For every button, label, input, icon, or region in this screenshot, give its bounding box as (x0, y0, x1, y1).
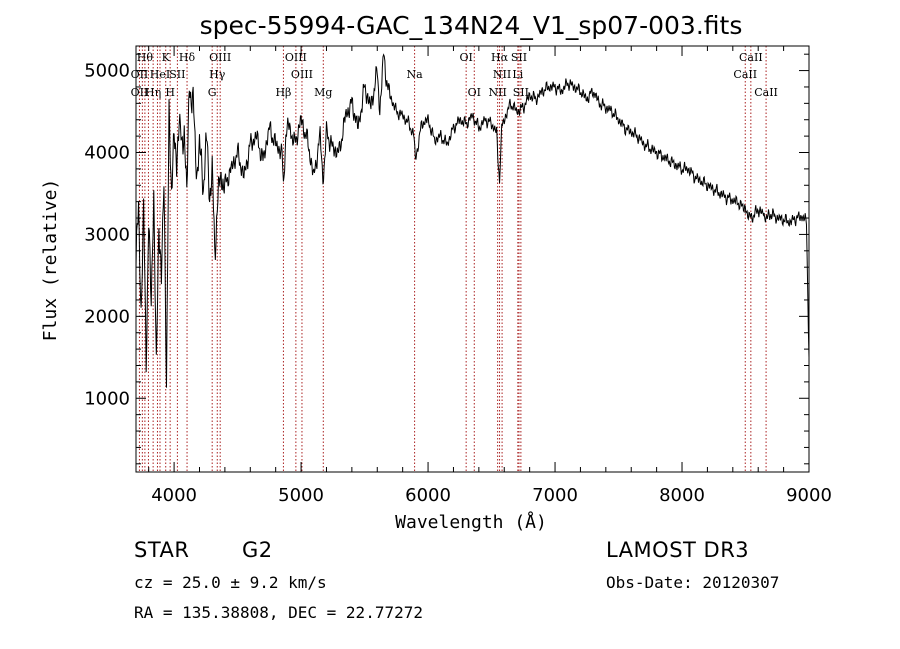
line-label: SII (511, 51, 527, 64)
spectrum-layer (135, 53, 810, 388)
line-label: OI (468, 86, 481, 99)
line-label: NII (493, 68, 511, 81)
axes-layer: 4000 5000 6000 7000 8000 9000 1000 2000 3000 4000… (84, 45, 832, 506)
y-tick-label: 4000 (84, 143, 130, 164)
x-tick-label: 6000 (405, 485, 451, 506)
line-label: CaII (754, 86, 778, 99)
line-label: K (162, 51, 171, 64)
line-label: H (165, 86, 175, 99)
line-label: G (208, 86, 217, 99)
y-axis-label: Flux (relative) (40, 179, 61, 342)
obs-date: Obs-Date: 20120307 (606, 573, 780, 592)
line-label: OII (131, 86, 149, 99)
coordinates: RA = 135.38808, DEC = 22.77272 (134, 603, 423, 622)
line-label: OIII (285, 51, 307, 64)
survey-name: LAMOST DR3 (606, 538, 750, 562)
x-tick-label: 5000 (278, 485, 324, 506)
line-label: HeI (150, 68, 170, 81)
spectrum-line (135, 53, 810, 388)
line-label: CaII (733, 68, 757, 81)
line-label: Hα (491, 51, 509, 64)
line-label: Mg (314, 86, 332, 99)
line-label: OI (459, 51, 472, 64)
line-label: CaII (739, 51, 763, 64)
x-tick-label: 9000 (786, 485, 832, 506)
subclass: G2 (242, 538, 273, 562)
line-label: Hθ (137, 51, 154, 64)
redshift-value: cz = 25.0 ± 9.2 km/s (134, 573, 327, 592)
line-label: Hγ (209, 68, 226, 81)
line-label: Na (407, 68, 424, 81)
x-tick-label: 7000 (532, 485, 578, 506)
y-tick-label: 3000 (84, 224, 130, 245)
object-class: STAR (134, 538, 190, 562)
line-label: Hδ (179, 51, 196, 64)
x-tick-label: 8000 (659, 485, 705, 506)
line-label: SII (513, 86, 529, 99)
x-axis-label: Wavelength (Å) (395, 511, 547, 533)
line-label: Hβ (275, 86, 291, 99)
x-tick-label: 4000 (151, 485, 197, 506)
line-label: Li (512, 68, 523, 81)
y-tick-label: 1000 (84, 388, 130, 409)
line-label: OIII (291, 68, 313, 81)
line-label: OIII (209, 51, 231, 64)
line-label: NII (488, 86, 506, 99)
line-label: OII (131, 68, 149, 81)
y-tick-label: 5000 (84, 61, 130, 82)
line-label: Hη (145, 86, 161, 99)
line-label: SII (169, 68, 185, 81)
plot-frame (135, 45, 810, 473)
emission-lines-layer (138, 46, 767, 472)
chart-title: spec-55994-GAC_134N24_V1_sp07-003.fits (200, 11, 743, 40)
y-tick-label: 2000 (84, 306, 130, 327)
